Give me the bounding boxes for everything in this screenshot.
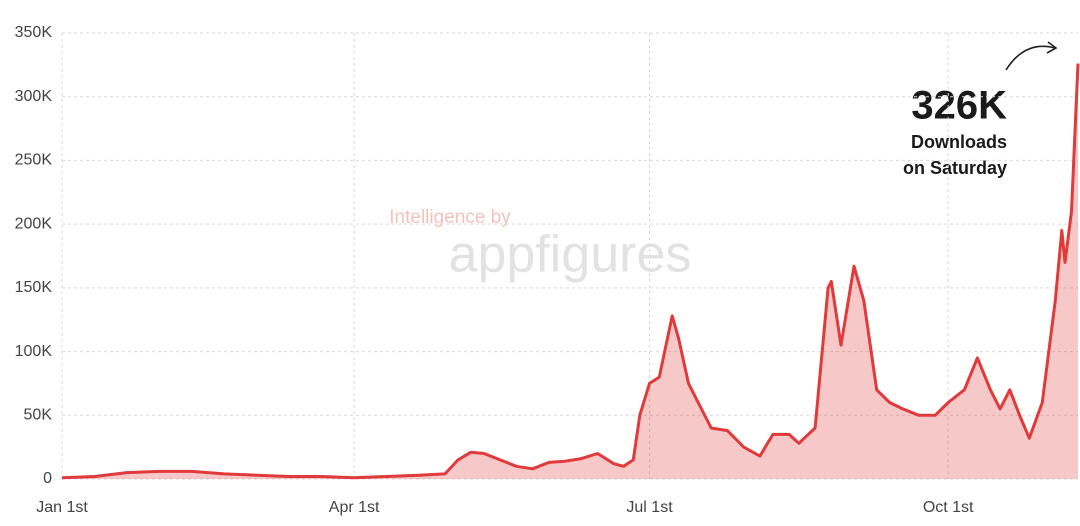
annotation-text: Downloads [911, 132, 1007, 152]
watermark-logo: appfigures [449, 226, 692, 284]
y-tick-label: 150K [15, 279, 53, 296]
y-tick-label: 50K [24, 407, 53, 424]
x-tick-label: Apr 1st [329, 499, 380, 516]
annotation-text: on Saturday [903, 158, 1007, 178]
y-tick-label: 350K [15, 24, 53, 41]
y-tick-label: 200K [15, 215, 53, 232]
y-tick-label: 300K [15, 88, 53, 105]
annotation-arrow [1005, 45, 1056, 71]
y-tick-label: 0 [43, 470, 52, 487]
x-tick-label: Oct 1st [923, 499, 974, 516]
y-tick-label: 250K [15, 152, 53, 169]
area [62, 63, 1078, 479]
x-tick-label: Jan 1st [36, 499, 88, 516]
line [61, 63, 1080, 480]
x-tick-label: Jul 1st [626, 499, 673, 516]
annotation-value: 326K [911, 84, 1007, 128]
annotation-arrowhead [1046, 41, 1058, 54]
y-tick-label: 100K [15, 343, 53, 360]
watermark-small: Intelligence by [389, 207, 511, 228]
